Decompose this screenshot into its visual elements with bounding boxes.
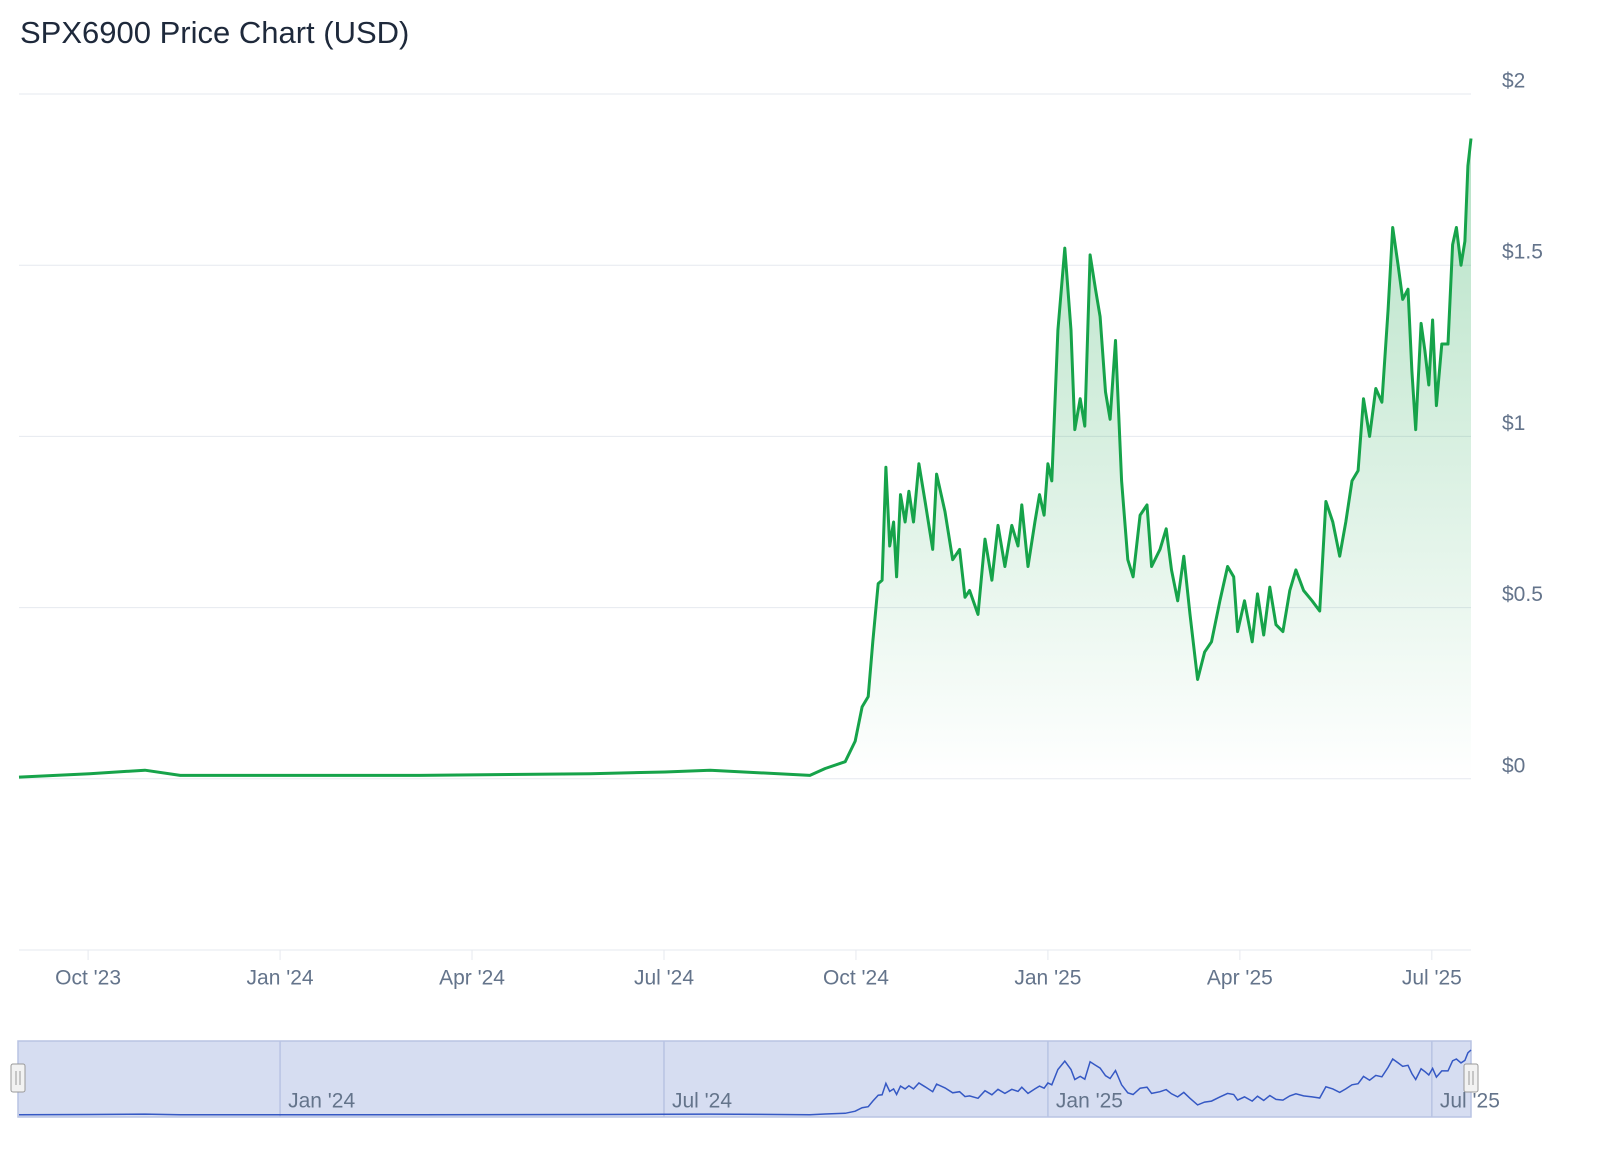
y-tick-label: $0 (1502, 754, 1525, 777)
x-tick-label: Apr '25 (1207, 967, 1273, 990)
x-tick-label: Jul '25 (1402, 967, 1462, 990)
price-line (18, 138, 1473, 779)
navigator-handle[interactable] (1463, 1063, 1479, 1093)
area-fill (19, 138, 1471, 779)
x-tick-label: Oct '23 (55, 967, 121, 990)
y-tick-label: $1.5 (1502, 241, 1543, 264)
navigator-tick-label: Jul '25 (1440, 1090, 1500, 1113)
x-tick-label: Apr '24 (439, 967, 505, 990)
navigator-tick-label: Jan '24 (288, 1090, 355, 1113)
navigator-tick-label: Jan '25 (1056, 1090, 1123, 1113)
x-tick-label: Jul '24 (634, 967, 694, 990)
y-tick-label: $1 (1502, 412, 1525, 435)
navigator-tick-label: Jul '24 (672, 1090, 732, 1113)
chart-title: SPX6900 Price Chart (USD) (20, 15, 409, 50)
y-tick-label: $2 (1502, 70, 1525, 93)
navigator-track[interactable] (17, 1040, 1472, 1118)
x-tick-label: Jan '24 (247, 967, 314, 990)
x-tick-label: Jan '25 (1014, 967, 1081, 990)
x-tick-label: Oct '24 (823, 967, 889, 990)
navigator-handle[interactable] (10, 1063, 26, 1093)
navigator-line (18, 1049, 1472, 1116)
y-tick-label: $0.5 (1502, 583, 1543, 606)
